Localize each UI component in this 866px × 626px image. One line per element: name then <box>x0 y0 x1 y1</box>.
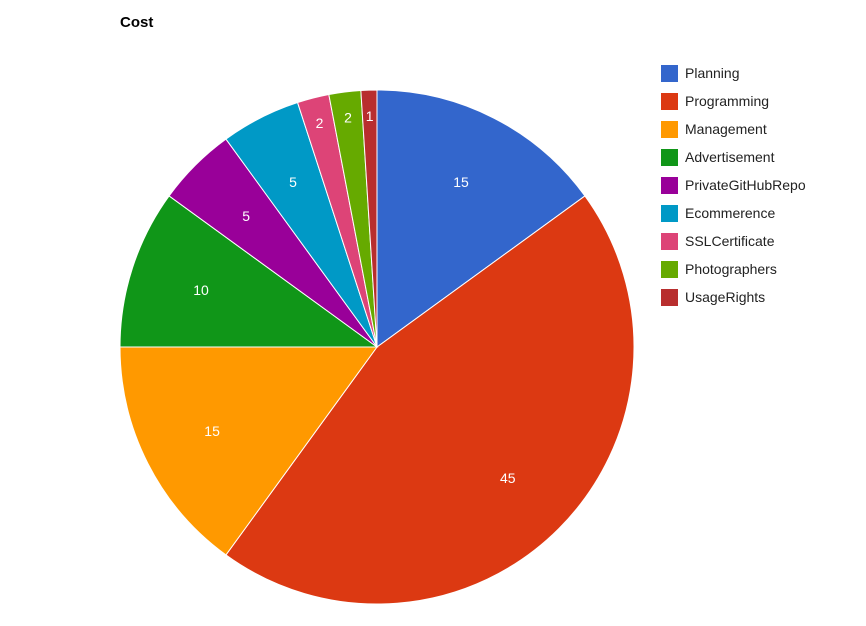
legend-item: Advertisement <box>661 143 806 171</box>
pie-slice-planning <box>376 89 586 348</box>
legend-item: PrivateGitHubRepo <box>661 171 806 199</box>
pie-slice-usagerights <box>360 89 378 348</box>
legend-item: Photographers <box>661 255 806 283</box>
slice-value-label: 10 <box>193 282 209 298</box>
legend-label: UsageRights <box>685 289 766 305</box>
legend-label: PrivateGitHubRepo <box>685 177 806 193</box>
slice-value-label: 5 <box>242 208 250 224</box>
legend-swatch <box>661 260 678 278</box>
slice-value-label: 15 <box>453 174 469 190</box>
legend-label: Ecommerence <box>685 205 776 221</box>
pie-slice-advertisement <box>119 195 379 348</box>
legend-swatch <box>661 148 678 166</box>
legend-swatch <box>661 232 678 250</box>
legend-label: Advertisement <box>685 149 775 165</box>
legend-label: Photographers <box>685 261 777 277</box>
legend-item: UsageRights <box>661 283 806 311</box>
legend-swatch <box>661 64 678 82</box>
legend-item: Ecommerence <box>661 199 806 227</box>
legend-label: Management <box>685 121 767 137</box>
chart-title: Cost <box>120 14 154 31</box>
legend-item: Management <box>661 115 806 143</box>
legend-swatch <box>661 92 678 110</box>
pie-slice-management <box>119 346 378 556</box>
slice-value-label: 5 <box>289 174 297 190</box>
legend-label: SSLCertificate <box>685 233 775 249</box>
slice-value-label: 45 <box>500 470 516 486</box>
pie-slice-programming <box>225 195 635 605</box>
slice-value-label: 2 <box>316 115 324 131</box>
legend-label: Planning <box>685 65 740 81</box>
slice-value-label: 2 <box>344 110 352 126</box>
legend-label: Programming <box>685 93 770 109</box>
legend-swatch <box>661 288 678 306</box>
legend-item: SSLCertificate <box>661 227 806 255</box>
legend-swatch <box>661 204 678 222</box>
legend-swatch <box>661 176 678 194</box>
slice-value-label: 15 <box>204 423 220 439</box>
slice-value-label: 1 <box>366 108 374 124</box>
legend-item: Planning <box>661 59 806 87</box>
legend-swatch <box>661 120 678 138</box>
legend: Planning Programming Management Advertiseme… <box>661 59 806 311</box>
legend-item: Programming <box>661 87 806 115</box>
